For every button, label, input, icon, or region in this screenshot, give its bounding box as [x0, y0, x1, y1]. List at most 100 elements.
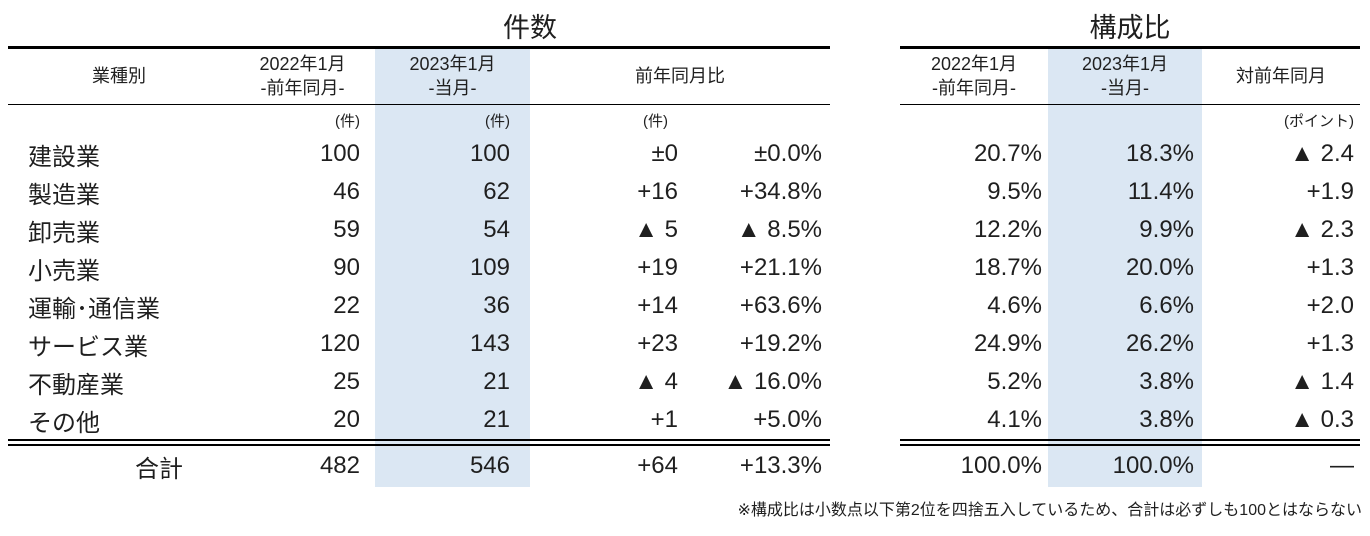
share-2022: 18.7% [973, 254, 1042, 281]
count-diff: ±0 [651, 140, 678, 167]
share-2023: 3.8% [1139, 406, 1194, 433]
share-row: 5.2% 3.8% ▲ 1.4 [900, 363, 1360, 401]
industry-label: 製造業 [28, 181, 100, 209]
count-diff: ▲ 5 [634, 216, 678, 243]
share-2023: 20.0% [1125, 254, 1194, 281]
count-2023: 143 [469, 330, 510, 357]
unit-cases-2023: (件) [485, 112, 510, 130]
share-diff: ▲ 2.3 [1290, 216, 1354, 243]
share-diff: ▲ 1.4 [1290, 368, 1354, 395]
share-table: 構成比 2022年1月 -前年同月- 2023年1月 -当月- 対前年同月 (ポ… [900, 0, 1360, 487]
share-row: 4.1% 3.8% ▲ 0.3 [900, 401, 1360, 439]
industry-label: サービス業 [28, 333, 148, 361]
industry-label: 運輸･通信業 [28, 295, 160, 323]
count-diff: +19 [637, 254, 678, 281]
col-header-2023-line2: -当月- [1101, 77, 1149, 98]
cases-row: その他 20 21 +1 +5.0% [8, 401, 830, 439]
share-row: 24.9% 26.2% +1.3 [900, 325, 1360, 363]
cases-header-row: 業種別 2022年1月 -前年同月- 2023年1月 -当月- 前年同月比 [8, 46, 830, 105]
share-diff: +1.9 [1306, 178, 1354, 205]
industry-label: その他 [28, 409, 100, 437]
count-diff: +14 [637, 292, 678, 319]
count-diff: +1 [650, 406, 678, 433]
count-2023: 36 [483, 292, 510, 319]
col-header-2022-line2: -前年同月- [932, 77, 1016, 98]
count-2023: 21 [483, 368, 510, 395]
cases-table-title: 件数 [503, 13, 557, 43]
share-diff: +1.3 [1306, 330, 1354, 357]
share-row: 20.7% 18.3% ▲ 2.4 [900, 135, 1360, 173]
col-header-2022-line1: 2022年1月 [930, 54, 1018, 75]
col-header-2022-line2: -前年同月- [260, 77, 345, 98]
industry-label: 建設業 [28, 143, 100, 171]
cases-units-row: (件) (件) (件) [8, 105, 830, 135]
industry-label: 小売業 [28, 257, 100, 285]
count-diff-pct: ▲ 8.5% [736, 216, 822, 243]
count-diff-pct: ±0.0% [754, 140, 822, 167]
share-2022: 24.9% [973, 330, 1042, 357]
total-count-2022: 482 [319, 452, 360, 479]
count-2023: 21 [483, 406, 510, 433]
total-share-2022: 100.0% [960, 452, 1042, 479]
industry-label: 卸売業 [28, 219, 100, 247]
current-month-highlight-band [1048, 49, 1202, 487]
share-row: 4.6% 6.6% +2.0 [900, 287, 1360, 325]
col-header-2023-line1: 2023年1月 [1081, 54, 1169, 75]
col-header-2023-line2: -当月- [428, 77, 477, 98]
share-2022: 12.2% [973, 216, 1042, 243]
cases-row: 卸売業 59 54 ▲ 5 ▲ 8.5% [8, 211, 830, 249]
share-row: 18.7% 20.0% +1.3 [900, 249, 1360, 287]
count-diff-pct: +21.1% [739, 254, 822, 281]
count-diff: ▲ 4 [634, 368, 678, 395]
share-2023: 3.8% [1139, 368, 1194, 395]
col-header-vs-prev: 対前年同月 [1236, 65, 1326, 86]
share-2022: 4.1% [987, 406, 1042, 433]
share-2022: 5.2% [987, 368, 1042, 395]
share-diff: ▲ 2.4 [1290, 140, 1354, 167]
col-header-2023-line1: 2023年1月 [409, 54, 496, 75]
count-diff-pct: ▲ 16.0% [723, 368, 822, 395]
count-2023: 54 [483, 216, 510, 243]
count-diff-pct: +34.8% [739, 178, 822, 205]
col-header-2022-line1: 2022年1月 [259, 54, 346, 75]
cases-row: 建設業 100 100 ±0 ±0.0% [8, 135, 830, 173]
count-2022: 25 [333, 368, 360, 395]
share-total-row: 100.0% 100.0% — [900, 446, 1360, 486]
count-2023: 100 [469, 140, 510, 167]
share-rows: 20.7% 18.3% ▲ 2.4 9.5% 11.4% +1.9 12.2% 9.9% ▲ 2… [900, 135, 1360, 439]
unit-cases-yoy: (件) [643, 112, 668, 130]
col-header-industry: 業種別 [92, 65, 146, 86]
unit-cases-2022: (件) [335, 112, 360, 130]
share-diff: +1.3 [1306, 254, 1354, 281]
share-2023: 11.4% [1127, 178, 1194, 205]
total-separator-double-rule [8, 439, 830, 446]
share-2023: 26.2% [1125, 330, 1194, 357]
share-diff: +2.0 [1306, 292, 1354, 319]
total-count-diff: +64 [637, 452, 678, 479]
col-header-2022: 2022年1月 -前年同月- [230, 49, 375, 104]
count-diff: +23 [637, 330, 678, 357]
count-2022: 90 [333, 254, 360, 281]
share-header-row: 2022年1月 -前年同月- 2023年1月 -当月- 対前年同月 [900, 46, 1360, 105]
count-diff-pct: +63.6% [739, 292, 822, 319]
cases-total-row: 合計 482 546 +64 +13.3% [8, 446, 830, 486]
count-2022: 59 [333, 216, 360, 243]
total-share-diff: — [1330, 452, 1354, 479]
share-table-title: 構成比 [1089, 13, 1171, 43]
share-2022: 20.7% [973, 140, 1042, 167]
count-diff-pct: +19.2% [739, 330, 822, 357]
col-header-2022: 2022年1月 -前年同月- [900, 49, 1048, 104]
count-2022: 46 [333, 178, 360, 205]
count-diff-pct: +5.0% [753, 406, 822, 433]
cases-row: 製造業 46 62 +16 +34.8% [8, 173, 830, 211]
cases-row: 不動産業 25 21 ▲ 4 ▲ 16.0% [8, 363, 830, 401]
cases-rows: 建設業 100 100 ±0 ±0.0% 製造業 46 62 +16 +34.8% 卸売業 59 54 ▲… [8, 135, 830, 439]
count-diff: +16 [637, 178, 678, 205]
total-count-2023: 546 [469, 452, 510, 479]
share-diff: ▲ 0.3 [1290, 406, 1354, 433]
share-row: 9.5% 11.4% +1.9 [900, 173, 1360, 211]
total-count-diff-pct: +13.3% [739, 452, 822, 479]
cases-row: 小売業 90 109 +19 +21.1% [8, 249, 830, 287]
industry-label: 不動産業 [28, 371, 124, 399]
